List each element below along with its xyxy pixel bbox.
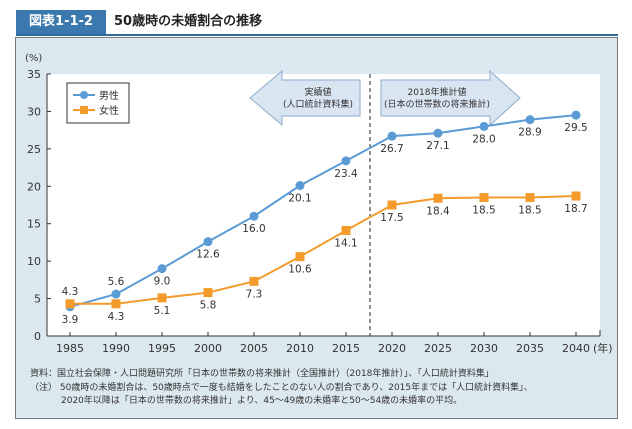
data-label: 5.6 — [108, 276, 125, 288]
left-arrow-shape — [249, 69, 361, 127]
x-tick-label: 2015 — [332, 342, 360, 355]
data-label: 18.5 — [472, 205, 495, 217]
x-tick-label: 2040 — [562, 342, 590, 355]
data-point — [111, 299, 121, 309]
plot-area — [47, 74, 600, 336]
data-label: 5.1 — [154, 305, 171, 317]
data-label: 4.3 — [108, 311, 125, 323]
x-tick-label: 1985 — [56, 342, 84, 355]
data-label: 4.3 — [62, 286, 79, 298]
data-point — [479, 193, 489, 203]
projection-source: (日本の世帯数の将来推計) — [384, 98, 490, 110]
data-point — [341, 156, 351, 166]
data-point — [479, 121, 489, 131]
y-tick-label: 35 — [27, 68, 41, 81]
data-label: 18.4 — [426, 205, 450, 217]
data-label: 3.9 — [62, 314, 79, 326]
y-tick-label: 10 — [27, 255, 41, 268]
y-tick-label: 20 — [27, 180, 41, 193]
y-tick-label: 15 — [27, 218, 41, 231]
projection-label: 2018年推計値 — [408, 86, 467, 98]
data-point — [203, 288, 213, 298]
data-label: 17.5 — [380, 212, 403, 224]
data-point — [157, 293, 167, 303]
x-tick-label: 1995 — [148, 342, 176, 355]
data-point — [387, 200, 397, 210]
data-label: 20.1 — [288, 193, 311, 205]
x-axis-unit: (年) — [593, 341, 613, 355]
data-label: 23.4 — [334, 168, 358, 180]
x-tick-label: 2000 — [194, 342, 222, 355]
data-label: 18.7 — [564, 203, 587, 215]
x-tick-label: 2030 — [470, 342, 498, 355]
x-tick-label: 1990 — [102, 342, 130, 355]
data-point — [525, 115, 535, 125]
x-tick-label: 2025 — [424, 342, 452, 355]
data-point — [341, 225, 351, 235]
legend-label: 男性 — [99, 89, 119, 102]
data-point — [571, 191, 581, 201]
series-line-0 — [69, 114, 577, 308]
data-label: 18.5 — [518, 205, 541, 217]
data-point — [249, 276, 259, 286]
series-line-1 — [70, 195, 577, 305]
data-label: 7.3 — [246, 288, 263, 300]
figure-header: 図表1-1-2 50歳時の未婚割合の推移 — [16, 10, 618, 36]
footnote-1: （注） 50歳時の未婚割合は、50歳時点で一度も結婚をしたことのない人の割合であ… — [30, 383, 533, 393]
data-label: 27.1 — [426, 140, 449, 152]
x-tick-label: 2020 — [378, 342, 406, 355]
legend-label: 女性 — [99, 104, 119, 117]
data-point — [525, 193, 535, 203]
y-axis-label: (%) — [25, 53, 42, 64]
data-point — [571, 110, 581, 120]
data-point — [433, 128, 443, 138]
data-point — [111, 289, 121, 299]
y-tick-label: 30 — [27, 105, 41, 118]
data-point — [433, 193, 443, 203]
data-point — [295, 252, 305, 262]
data-point — [157, 264, 167, 274]
legend-marker — [80, 106, 88, 114]
data-label: 9.0 — [154, 276, 171, 288]
right-arrow-shape — [380, 69, 521, 127]
data-point — [387, 131, 397, 141]
data-label: 12.6 — [196, 249, 220, 261]
figure-label: 図表1-1-2 — [16, 10, 106, 34]
y-tick-label: 5 — [34, 293, 41, 306]
figure-title: 50歳時の未婚割合の推移 — [114, 14, 263, 29]
data-label: 10.6 — [288, 264, 312, 276]
x-tick-label: 2005 — [240, 342, 268, 355]
data-point — [203, 237, 213, 247]
y-tick-label: 25 — [27, 143, 41, 156]
legend-marker — [80, 91, 88, 99]
data-point — [249, 211, 259, 221]
data-label: 16.0 — [242, 223, 265, 235]
actual-label: 実績値 — [304, 86, 331, 98]
actual-source: (人口統計資料集) — [283, 98, 353, 110]
data-point — [65, 299, 75, 309]
source-note: 資料：国立社会保障・人口問題研究所「日本の世帯数の将来推計（全国推計）（2018… — [30, 369, 494, 379]
data-label: 29.5 — [564, 122, 587, 134]
x-tick-label: 2035 — [516, 342, 544, 355]
data-point — [295, 181, 305, 191]
data-label: 28.9 — [518, 127, 541, 139]
footnote-2: 2020年以降は「日本の世帯数の将来推計」より、45～49歳の未婚率と50～54… — [61, 396, 463, 406]
y-tick-label: 0 — [34, 330, 41, 343]
data-label: 14.1 — [334, 237, 357, 249]
x-tick-label: 2010 — [286, 342, 314, 355]
data-label: 26.7 — [380, 143, 403, 155]
data-label: 5.8 — [200, 300, 217, 312]
legend-box — [66, 82, 130, 124]
data-label: 28.0 — [472, 133, 495, 145]
